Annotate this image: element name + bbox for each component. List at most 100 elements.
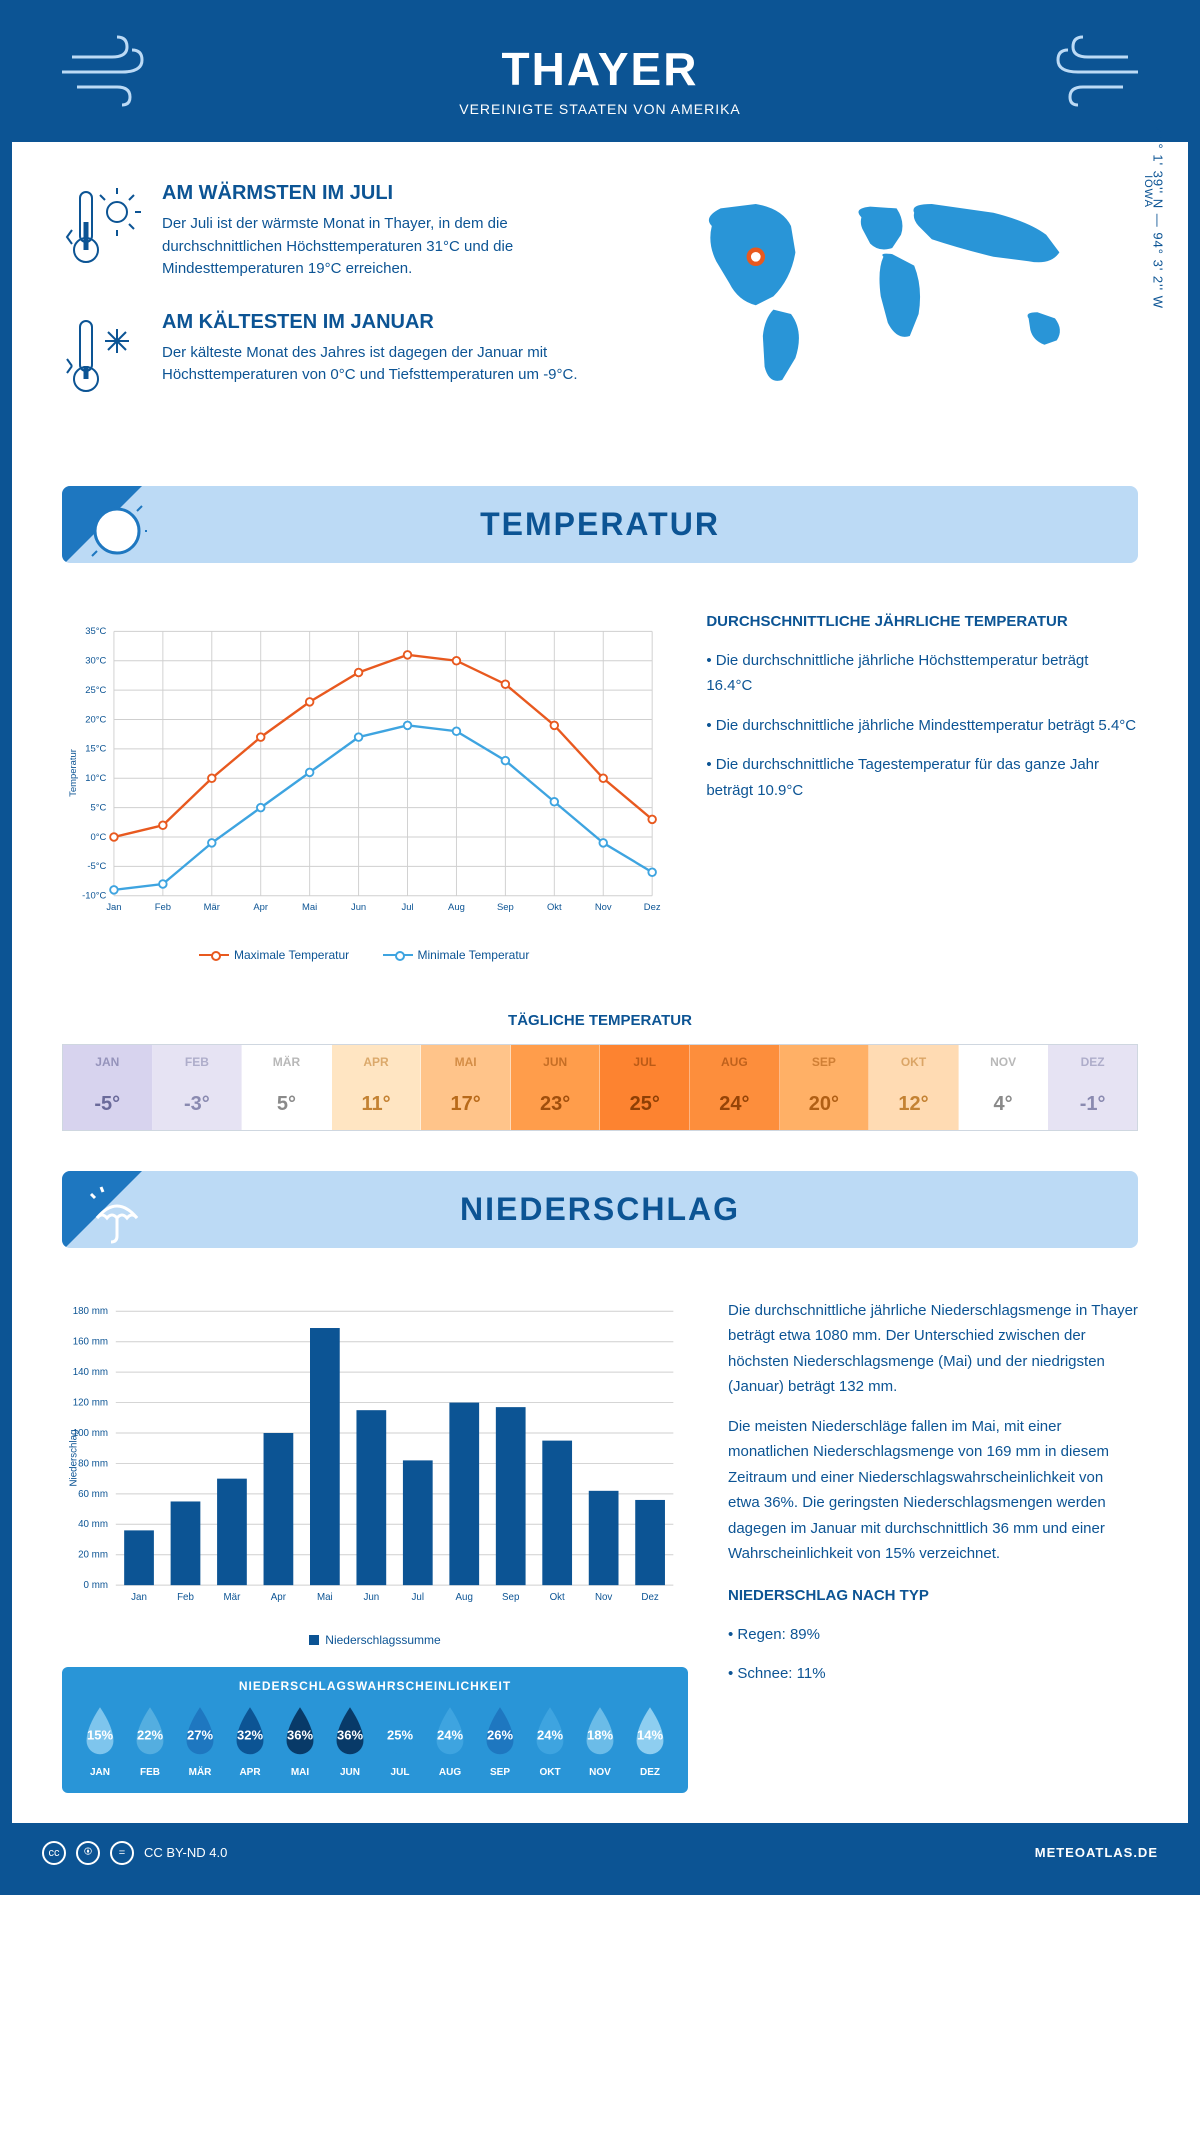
svg-text:35°C: 35°C xyxy=(85,626,106,637)
prob-cell: 22%FEB xyxy=(127,1705,173,1778)
world-map xyxy=(620,182,1138,402)
warmest-title: AM WÄRMSTEN IM JULI xyxy=(162,182,580,205)
svg-text:Sep: Sep xyxy=(497,901,514,912)
precip-info-p2: Die meisten Niederschläge fallen im Mai,… xyxy=(728,1414,1138,1567)
precip-type-heading: NIEDERSCHLAG NACH TYP xyxy=(728,1587,1138,1604)
daily-temp-cell: AUG24° xyxy=(690,1045,780,1130)
svg-text:Mär: Mär xyxy=(224,1591,242,1602)
svg-text:160 mm: 160 mm xyxy=(73,1336,108,1347)
footer: cc 🅯 = CC BY-ND 4.0 METEOATLAS.DE xyxy=(12,1823,1188,1883)
svg-text:Apr: Apr xyxy=(271,1591,287,1602)
daily-temp-cell: SEP20° xyxy=(780,1045,870,1130)
daily-temp-cell: NOV4° xyxy=(959,1045,1049,1130)
svg-text:20 mm: 20 mm xyxy=(78,1549,108,1560)
header: THAYER VEREINIGTE STAATEN VON AMERIKA xyxy=(12,12,1188,142)
prob-cell: 24%AUG xyxy=(427,1705,473,1778)
prob-cell: 24%OKT xyxy=(527,1705,573,1778)
svg-text:Jun: Jun xyxy=(351,901,366,912)
svg-text:120 mm: 120 mm xyxy=(73,1397,108,1408)
svg-text:Sep: Sep xyxy=(502,1591,520,1602)
prob-cell: 14%DEZ xyxy=(627,1705,673,1778)
daily-temp-cell: MÄR5° xyxy=(242,1045,332,1130)
temp-section-header: TEMPERATUR xyxy=(62,486,1138,563)
wind-icon-left xyxy=(52,32,162,112)
svg-text:Jan: Jan xyxy=(131,1591,147,1602)
svg-text:0 mm: 0 mm xyxy=(84,1580,108,1591)
precip-snow: • Schnee: 11% xyxy=(728,1661,1138,1687)
svg-text:Aug: Aug xyxy=(456,1591,473,1602)
prob-cell: 36%MAI xyxy=(277,1705,323,1778)
daily-temp-cell: JUN23° xyxy=(511,1045,601,1130)
daily-temp-cell: DEZ-1° xyxy=(1048,1045,1137,1130)
thermometer-snow-icon xyxy=(62,311,142,401)
temp-info-heading: DURCHSCHNITTLICHE JÄHRLICHE TEMPERATUR xyxy=(706,613,1138,630)
daily-temp-cell: JAN-5° xyxy=(63,1045,153,1130)
svg-text:Jul: Jul xyxy=(401,901,413,912)
warmest-text: Der Juli ist der wärmste Monat in Thayer… xyxy=(162,213,580,281)
svg-text:40 mm: 40 mm xyxy=(78,1519,108,1530)
svg-text:-5°C: -5°C xyxy=(87,861,106,872)
thermometer-sun-icon xyxy=(62,182,142,272)
prob-cell: 27%MÄR xyxy=(177,1705,223,1778)
svg-text:Niederschlag: Niederschlag xyxy=(69,1429,80,1486)
svg-text:Mai: Mai xyxy=(302,901,317,912)
intro-section: AM WÄRMSTEN IM JULI Der Juli ist der wär… xyxy=(12,142,1188,466)
svg-text:0°C: 0°C xyxy=(91,831,107,842)
prob-cell: 26%SEP xyxy=(477,1705,523,1778)
site-name: METEOATLAS.DE xyxy=(1035,1845,1158,1860)
legend-min-label: Minimale Temperatur xyxy=(418,948,530,962)
precip-heading: NIEDERSCHLAG xyxy=(82,1191,1118,1228)
prob-cell: 36%JUN xyxy=(327,1705,373,1778)
svg-text:Dez: Dez xyxy=(644,901,661,912)
country-subtitle: VEREINIGTE STAATEN VON AMERIKA xyxy=(12,101,1188,117)
svg-text:Nov: Nov xyxy=(595,901,612,912)
cc-icon: cc xyxy=(42,1841,66,1865)
warmest-fact: AM WÄRMSTEN IM JULI Der Juli ist der wär… xyxy=(62,182,580,281)
svg-text:Jun: Jun xyxy=(363,1591,379,1602)
city-title: THAYER xyxy=(12,42,1188,96)
svg-text:30°C: 30°C xyxy=(85,655,106,666)
precip-legend: Niederschlagssumme xyxy=(62,1633,688,1647)
license-text: CC BY-ND 4.0 xyxy=(144,1845,227,1860)
prob-heading: NIEDERSCHLAGSWAHRSCHEINLICHKEIT xyxy=(77,1679,673,1693)
coldest-text: Der kälteste Monat des Jahres ist dagege… xyxy=(162,342,580,387)
temp-heading: TEMPERATUR xyxy=(82,506,1118,543)
precip-rain: • Regen: 89% xyxy=(728,1622,1138,1648)
svg-text:10°C: 10°C xyxy=(85,773,106,784)
daily-temp-cell: OKT12° xyxy=(869,1045,959,1130)
infographic-container: THAYER VEREINIGTE STAATEN VON AMERIKA xyxy=(0,0,1200,1895)
wind-icon-right xyxy=(1038,32,1148,112)
daily-temp-section: TÄGLICHE TEMPERATUR JAN-5°FEB-3°MÄR5°APR… xyxy=(62,1012,1138,1131)
daily-temp-heading: TÄGLICHE TEMPERATUR xyxy=(62,1012,1138,1029)
daily-temp-cell: JUL25° xyxy=(600,1045,690,1130)
svg-text:-10°C: -10°C xyxy=(82,890,106,901)
by-icon: 🅯 xyxy=(76,1841,100,1865)
svg-text:Feb: Feb xyxy=(155,901,171,912)
svg-text:Jan: Jan xyxy=(106,901,121,912)
daily-temp-cell: APR11° xyxy=(332,1045,422,1130)
prob-cell: 32%APR xyxy=(227,1705,273,1778)
svg-text:Aug: Aug xyxy=(448,901,465,912)
sun-icon xyxy=(87,501,147,561)
svg-text:Dez: Dez xyxy=(641,1591,658,1602)
temp-legend: Maximale Temperatur Minimale Temperatur xyxy=(62,948,666,962)
svg-text:25°C: 25°C xyxy=(85,684,106,695)
svg-text:140 mm: 140 mm xyxy=(73,1367,108,1378)
svg-text:Okt: Okt xyxy=(550,1591,565,1602)
svg-text:20°C: 20°C xyxy=(85,714,106,725)
daily-temp-cell: FEB-3° xyxy=(153,1045,243,1130)
temperature-line-chart: -10°C-5°C0°C5°C10°C15°C20°C25°C30°C35°CJ… xyxy=(62,613,666,933)
svg-text:Apr: Apr xyxy=(253,901,268,912)
svg-text:Okt: Okt xyxy=(547,901,562,912)
svg-text:Mai: Mai xyxy=(317,1591,333,1602)
coordinates: 41° 1' 39'' N — 94° 3' 2'' W xyxy=(1151,127,1166,309)
temp-bullet: • Die durchschnittliche jährliche Höchst… xyxy=(706,648,1138,699)
temp-bullet: • Die durchschnittliche Tagestemperatur … xyxy=(706,752,1138,803)
svg-text:15°C: 15°C xyxy=(85,743,106,754)
prob-cell: 18%NOV xyxy=(577,1705,623,1778)
svg-text:Jul: Jul xyxy=(412,1591,424,1602)
svg-text:180 mm: 180 mm xyxy=(73,1306,108,1317)
svg-text:Nov: Nov xyxy=(595,1591,612,1602)
svg-text:Feb: Feb xyxy=(177,1591,194,1602)
svg-text:Temperatur: Temperatur xyxy=(68,749,79,797)
